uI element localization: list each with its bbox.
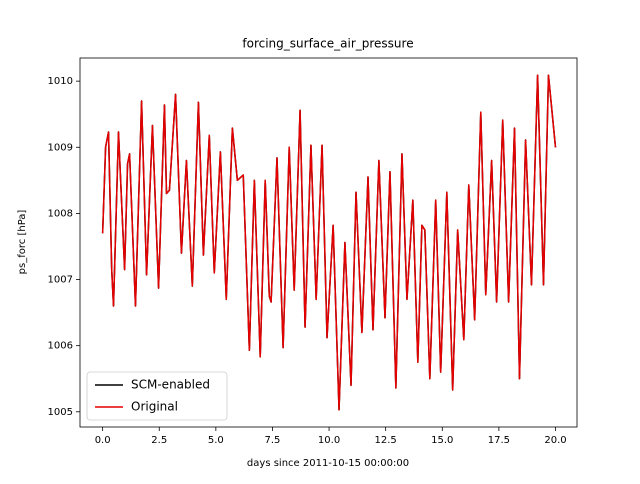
x-tick-label: 10.0 xyxy=(318,435,340,446)
x-tick-label: 17.5 xyxy=(488,435,510,446)
legend-label: Original xyxy=(131,400,178,414)
line-series xyxy=(101,74,557,411)
legend-box xyxy=(86,371,228,421)
y-axis-label: ps_forc [hPa] xyxy=(17,210,28,275)
y-tick-label: 1007 xyxy=(48,275,73,286)
x-tick-label: 12.5 xyxy=(375,435,397,446)
x-axis-label: days since 2011-10-15 00:00:00 xyxy=(247,458,409,469)
x-tick-label: 0.0 xyxy=(95,435,111,446)
y-tick-label: 1008 xyxy=(48,208,73,219)
x-tick-label: 15.0 xyxy=(431,435,453,446)
axes-frame xyxy=(79,57,578,428)
y-tick-label: 1005 xyxy=(48,407,73,418)
chart-title: forcing_surface_air_pressure xyxy=(242,37,413,51)
legend-label: SCM-enabled xyxy=(131,378,210,392)
x-tick-label: 7.5 xyxy=(265,435,281,446)
x-tick-label: 5.0 xyxy=(208,435,224,446)
y-tick-label: 1009 xyxy=(48,142,73,153)
x-tick-label: 20.0 xyxy=(544,435,566,446)
y-tick-label: 1010 xyxy=(48,76,73,87)
y-tick-label: 1006 xyxy=(48,341,73,352)
x-tick-label: 2.5 xyxy=(151,435,167,446)
